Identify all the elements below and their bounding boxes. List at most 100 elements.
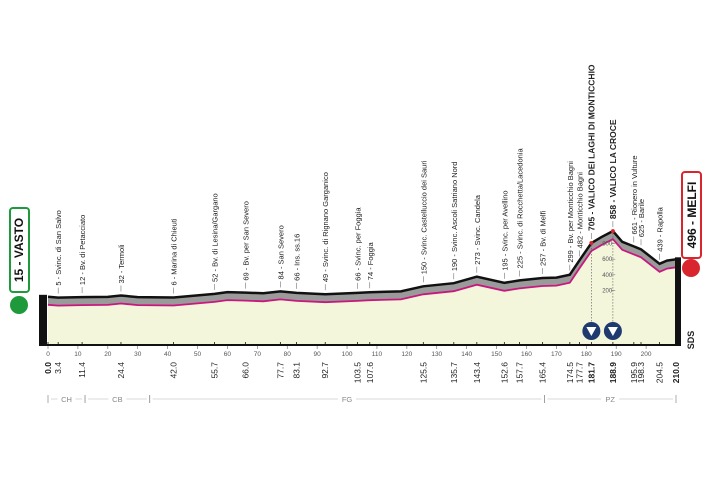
km-label: 11.4 [77,362,87,378]
finish-box [681,171,702,259]
region-label: CB [112,395,122,404]
finish-wall [675,257,681,346]
profile-fill [48,239,676,345]
waypoint-label: 195 - Svinc. per Avellino [500,190,509,270]
km-label: 157.7 [515,362,525,384]
profile-line [47,237,677,307]
x-tick-label: 130 [431,351,442,358]
km-label: 24.4 [116,362,126,379]
x-tick-label: 190 [611,351,622,358]
km-label: 195.9 [629,362,639,384]
km-label: 177.7 [574,362,584,384]
waypoint-label: 12 - Bv. di Petacciato [78,215,87,285]
km-label: 83.1 [292,362,302,379]
km-label: 66.0 [240,362,250,379]
waypoint-label: 74 - Foggia [366,241,375,280]
km-label: 152.6 [499,362,509,384]
side-label: SDS [686,331,696,350]
finish-label: 496 - MELFI [685,182,699,249]
x-tick-label: 60 [224,351,232,358]
region-label: CH [61,395,72,404]
region-label-bg [57,394,76,404]
x-tick-label: 20 [104,351,112,358]
waypoint-label: 69 - Bv. per San Severo [241,201,250,281]
waypoint-label: 66 - Ins. ss.16 [293,234,302,281]
climb-icon-arrow [586,327,597,336]
climb-point [610,229,615,234]
km-label: 107.6 [365,362,375,384]
region-label: PZ [605,395,615,404]
finish-icon [682,259,700,277]
profile-band [48,231,676,306]
km-label: 103.5 [353,362,363,384]
waypoint-label: 32 - Termoli [117,244,126,283]
x-tick-label: 140 [461,351,472,358]
y-tick-label: 600 [602,257,613,263]
profile-top [47,229,677,299]
start-wall [39,294,47,346]
region-label-bg [601,394,620,404]
km-label: 77.7 [275,362,285,379]
waypoint-label: 52 - Bv. di Lesina/Gargano [211,193,220,282]
start-box [9,207,30,293]
start-marker: 15 - VASTO [9,207,30,314]
km-label: 174.5 [565,362,575,384]
x-tick-label: 50 [194,351,202,358]
km-label: 188.9 [608,362,618,384]
waypoint-label: 439 - Rapolla [656,206,665,251]
region-label: FG [342,395,353,404]
waypoint-label: 150 - Svinc. Castelluccio dei Sauri [419,160,428,274]
start-label: 15 - VASTO [12,218,26,282]
x-tick-label: 180 [581,351,592,358]
km-label: 143.4 [472,362,482,384]
km-label: 181.7 [586,362,596,384]
waypoint-label: 482 - Monticchio Bagni [575,172,584,249]
km-label: 42.0 [169,362,179,379]
waypoint-label: 661 - Rionero in Vulture [630,156,639,235]
x-tick-label: 200 [641,351,652,358]
km-label: 92.7 [320,362,330,379]
waypoint-label: 66 - Svinc. per Foggia [354,207,363,281]
x-tick-label: 10 [74,351,82,358]
x-tick-label: 150 [491,351,502,358]
waypoint-label: 299 - Bv. per Monticchio Bagni [566,161,575,263]
km-label: 55.7 [210,362,220,379]
plot: 0 10 20 30 40 50 60 70 80 90 100 110 120 130 140 150 160… [39,64,681,404]
km-label: 210.0 [671,362,681,384]
waypoint-label: 190 - Svinc. Ascoli Satriano Nord [450,162,459,272]
finish-marker: 496 - MELFI [681,171,702,277]
climb-icon-arrow [607,327,618,336]
km-label: 135.7 [449,362,459,384]
waypoint-label: 84 - San Severo [276,225,285,279]
y-tick-label: 800 [602,242,613,248]
km-label: 0.0 [43,362,53,374]
waypoint-label: 705 - VALICO DEI LAGHI DI MONTICCHIO [586,64,596,231]
waypoint-label: 858 - VALICO LA CROCE [608,119,618,219]
x-tick-label: 40 [164,351,172,358]
x-tick-label: 90 [314,351,322,358]
waypoint-label: 49 - Svinc. di Rignano Garganico [321,172,330,282]
waypoint-label: 225 - Svinc. di Rocchetta/Lacedonia [516,148,525,269]
x-tick-label: 30 [134,351,142,358]
waypoint-label: 5 - Svinc. di San Salvo [54,210,63,285]
waypoint-label: 257 - Bv. di Melfi [539,210,548,266]
region-label-bg [338,394,357,404]
x-tick-label: 0 [46,351,50,358]
waypoint-label: 6 - Marina di Chieuti [170,218,179,285]
x-tick-label: 80 [284,351,292,358]
waypoint-label: 625 - Barile [637,199,646,237]
km-label: 3.4 [53,362,63,374]
start-icon [10,296,28,314]
km-label: 165.4 [538,362,548,384]
y-tick-label: 400 [602,273,613,279]
x-tick-label: 170 [551,351,562,358]
km-label: 198.3 [636,362,646,384]
x-tick-label: 70 [254,351,262,358]
y-tick-label: 200 [602,288,613,294]
x-tick-label: 100 [342,351,353,358]
km-label: 204.5 [655,362,665,384]
x-tick-label: 110 [372,351,383,358]
x-tick-label: 160 [521,351,532,358]
